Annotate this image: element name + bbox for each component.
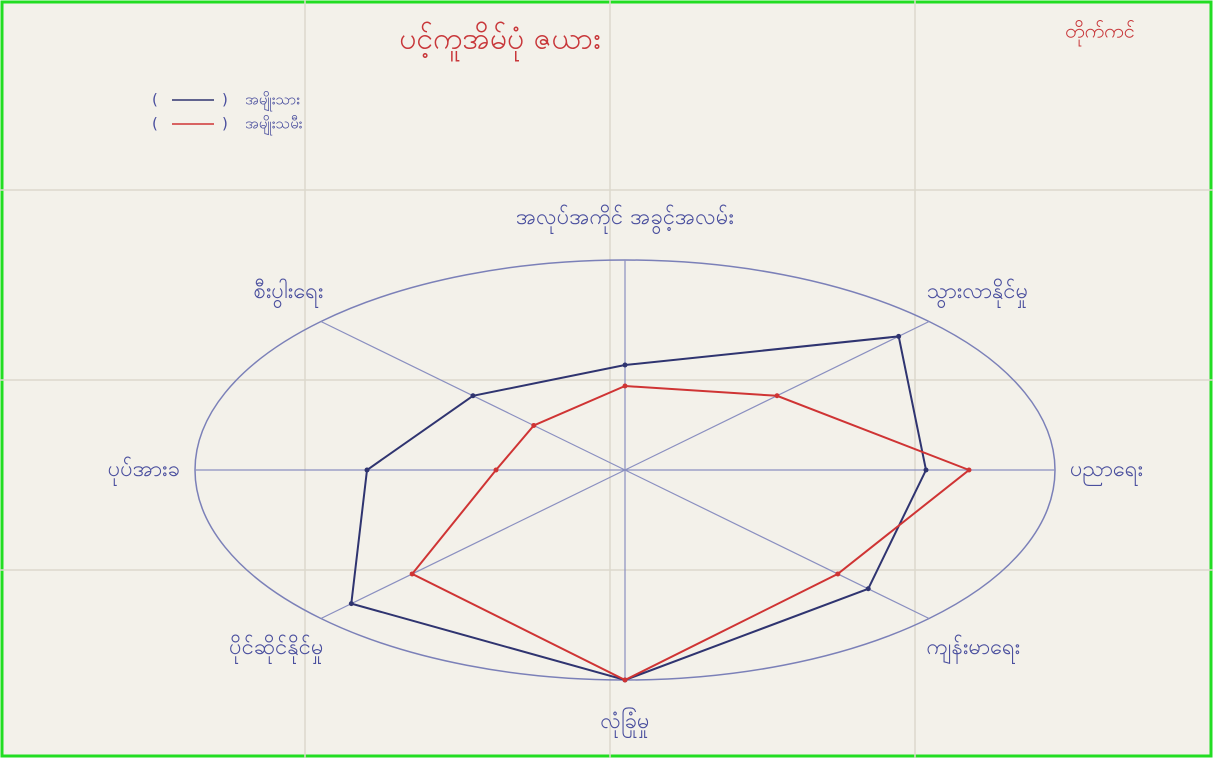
vertex-dot	[774, 393, 780, 399]
vertex-dot	[531, 422, 537, 428]
axis-label: စီးပွါးရေး	[253, 278, 323, 309]
vertex-dot	[923, 467, 929, 473]
axis-line	[624, 469, 930, 620]
vertex-dot	[622, 677, 628, 683]
vertex-dot	[493, 467, 499, 473]
vertex-dot	[622, 383, 628, 389]
legend-label: အမျိုးသမီး	[245, 115, 303, 136]
legend-bracket: )	[222, 91, 228, 109]
axis-label: လုံခြုံမှု	[600, 707, 649, 738]
legend-label: အမျိုးသား	[245, 91, 300, 112]
axis-label: သွားလာနိုင်မှု	[926, 278, 1028, 309]
vertex-dot	[966, 467, 972, 473]
vertex-dot	[409, 571, 415, 577]
vertex-dot	[896, 333, 902, 339]
vertex-dot	[348, 601, 354, 607]
chart-title: ပင့်ကူအိမ်ပုံ ဇယား	[399, 22, 600, 63]
plot: အလုပ်အကိုင် အခွင့်အလမ်းသွားလာနိုင်မှုပညာ…	[108, 204, 1143, 738]
legend: () အမျိုးသား () အမျိုးသမီး	[152, 91, 303, 136]
axis-label: အလုပ်အကိုင် အခွင့်အလမ်း	[516, 204, 734, 235]
legend-bracket: (	[152, 115, 158, 133]
axis-label: ပုပ်အားခ	[108, 456, 180, 486]
axis-line	[320, 469, 626, 620]
vertex-dot	[835, 571, 841, 577]
vertex-dot	[470, 393, 476, 399]
annotation: တိုက်ကင်	[1065, 19, 1135, 47]
axis-label: ပိုင်ဆိုင်နိုင်မှု	[229, 634, 323, 664]
axis-label: ပညာရေး	[1070, 457, 1143, 486]
vertex-dot	[364, 467, 370, 473]
legend-bracket: (	[152, 91, 158, 109]
axis-label: ကျန်းမာရေး	[926, 634, 1020, 664]
legend-bracket: )	[222, 115, 228, 133]
vertex-dot	[622, 362, 628, 368]
vertex-dot	[865, 586, 871, 592]
